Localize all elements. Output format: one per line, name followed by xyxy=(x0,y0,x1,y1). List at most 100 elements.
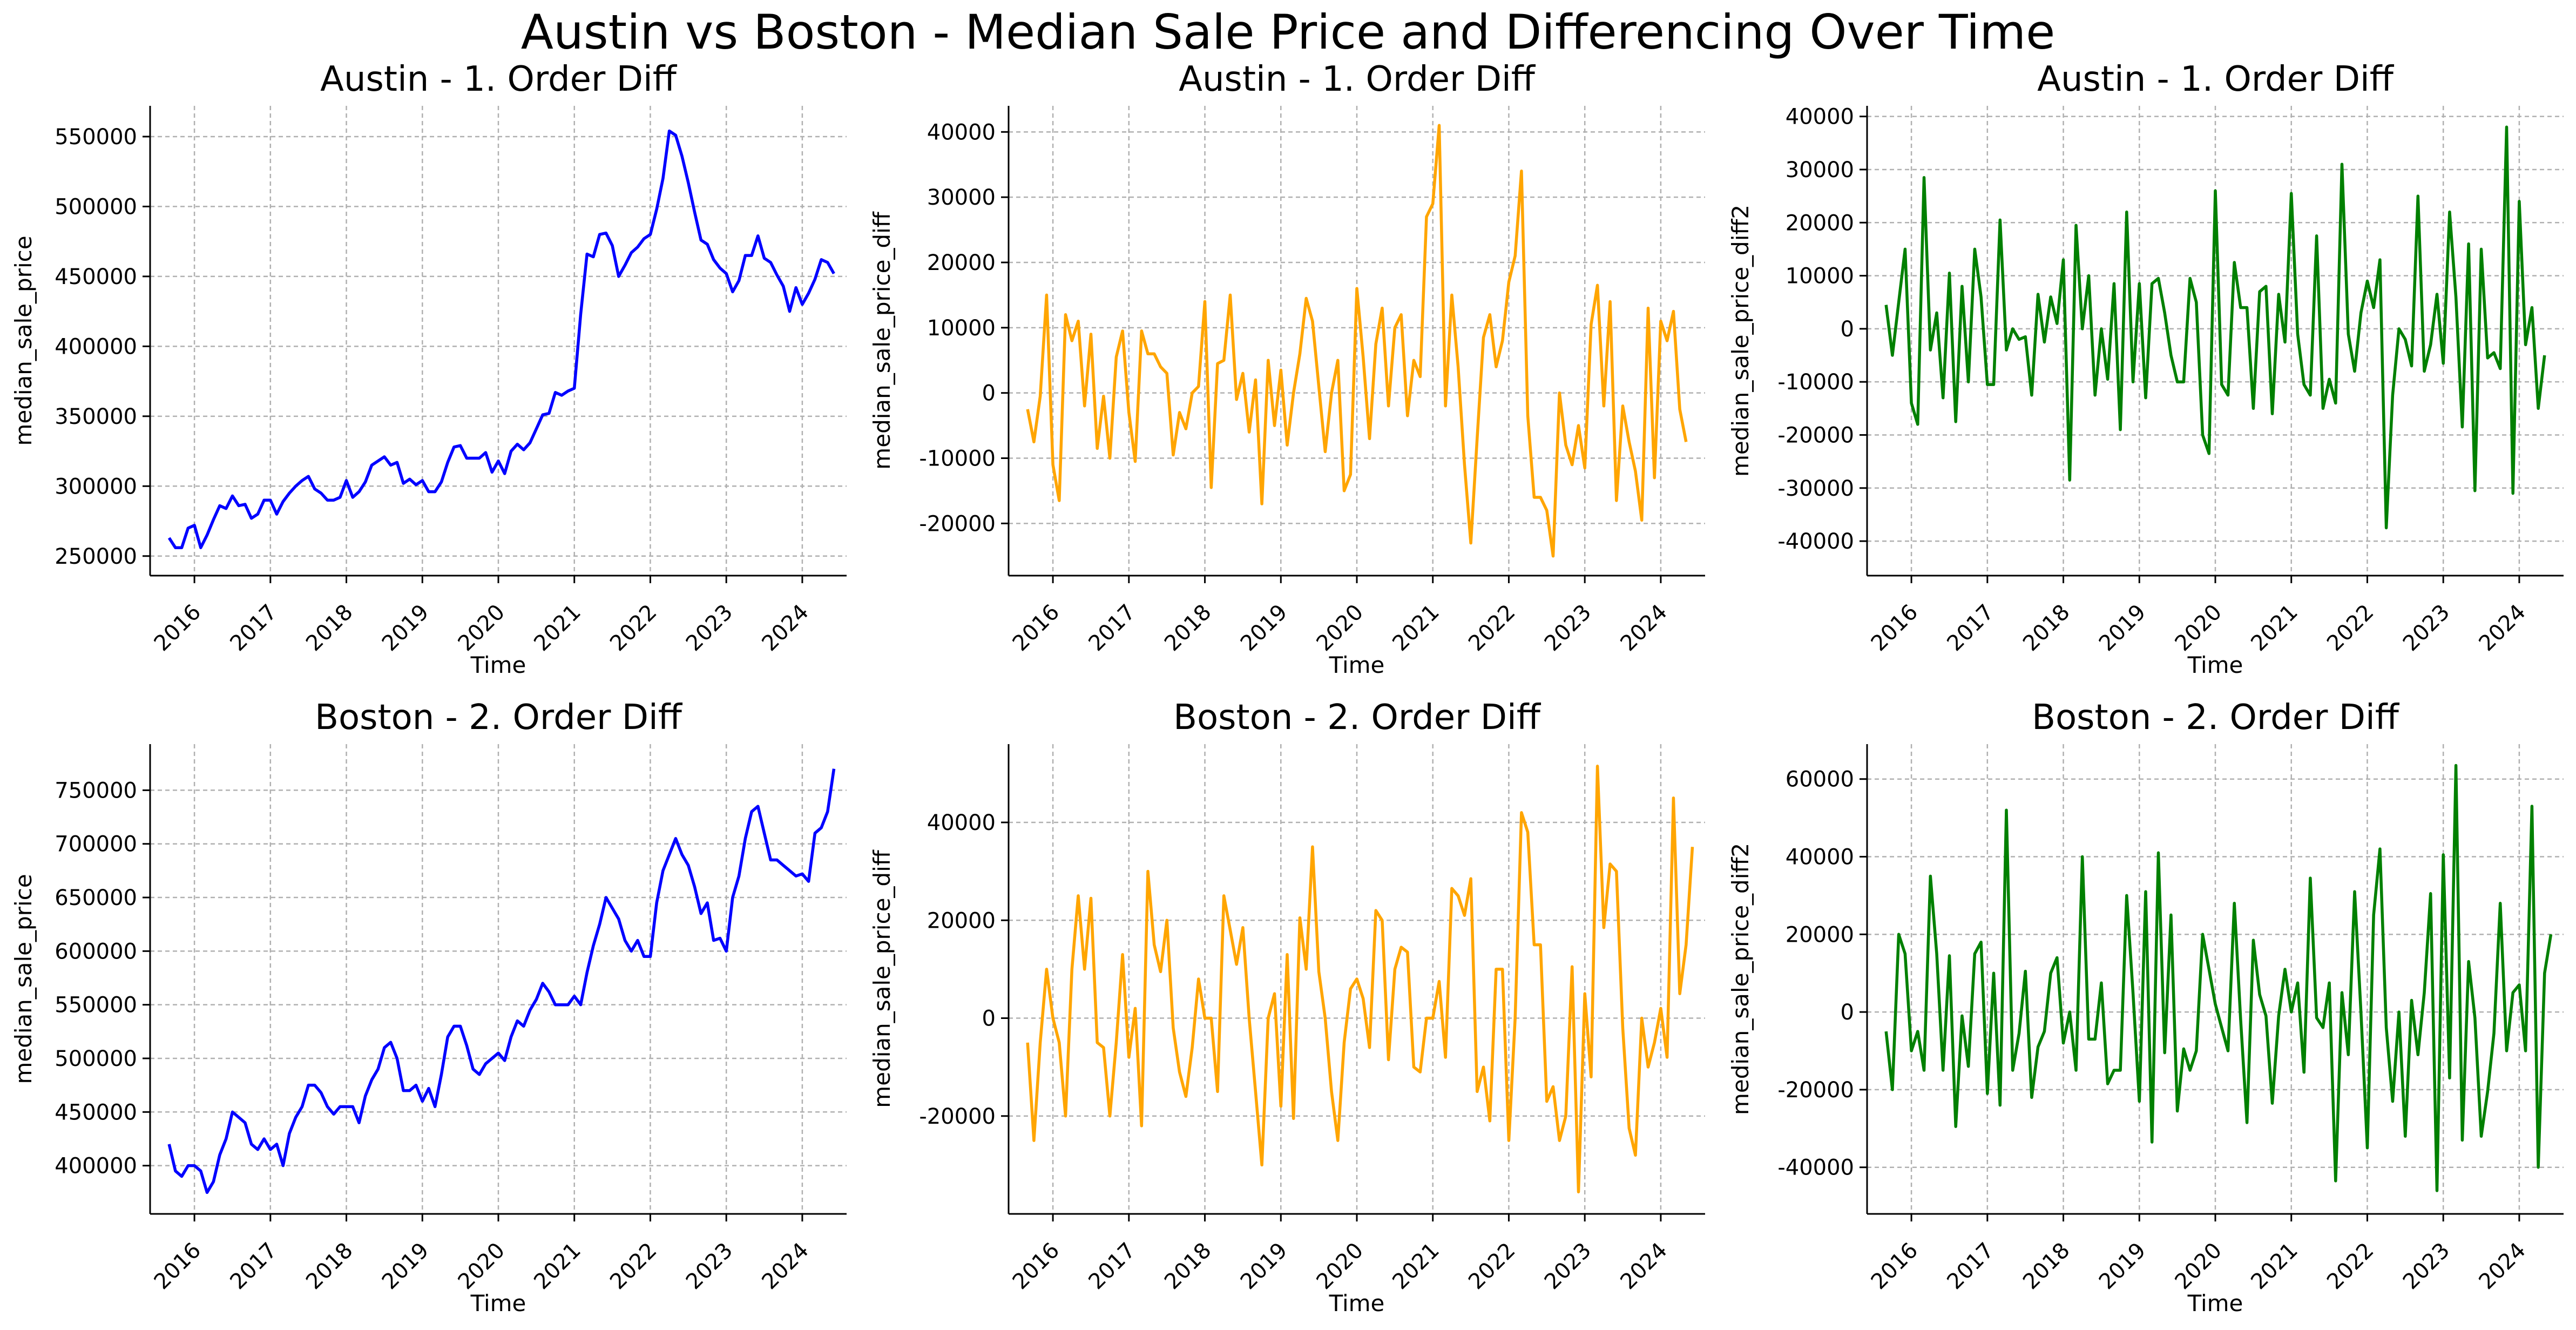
y-tick-label: 450000 xyxy=(55,265,137,289)
x-tick-label: 2023 xyxy=(2398,600,2455,657)
subplot-title: Austin - 1. Order Diff xyxy=(320,59,678,99)
subplot-4: 400000 450000 500000 550000 600000 650000 7000… xyxy=(10,698,847,1317)
x-tick-label: 2019 xyxy=(2094,600,2151,657)
x-tick-label: 2018 xyxy=(301,600,358,657)
subplot-title: Austin - 1. Order Diff xyxy=(1179,59,1536,99)
series-line xyxy=(1026,765,1694,1193)
x-tick-label: 2021 xyxy=(2246,1238,2303,1295)
x-tick-label: 2018 xyxy=(1160,1238,1216,1295)
y-tick-label: 0 xyxy=(1841,317,1854,342)
x-tick-label: 2016 xyxy=(1867,1238,1923,1295)
x-tick-label: 2020 xyxy=(454,600,510,657)
y-tick-label: 300000 xyxy=(55,474,137,499)
x-axis-label: Time xyxy=(1329,652,1385,678)
y-tick-label: 10000 xyxy=(1786,264,1854,289)
x-tick-label: 2017 xyxy=(1942,1238,1999,1295)
x-tick-label: 2022 xyxy=(605,1238,662,1295)
y-tick-label: 400000 xyxy=(55,334,137,359)
figure-suptitle: Austin vs Boston - Median Sale Price and… xyxy=(520,4,2056,60)
x-tick-label: 2020 xyxy=(1312,600,1369,657)
y-tick-label: -20000 xyxy=(1777,1078,1854,1103)
y-tick-label: -40000 xyxy=(1777,529,1854,554)
x-axis-label: Time xyxy=(2187,652,2243,678)
x-tick-label: 2020 xyxy=(454,1238,510,1295)
y-tick-label: -10000 xyxy=(1777,370,1854,395)
x-tick-label: 2024 xyxy=(1615,1238,1672,1295)
y-tick-label: 60000 xyxy=(1786,767,1854,792)
y-tick-label: 650000 xyxy=(55,886,137,910)
y-tick-label: -30000 xyxy=(1777,476,1854,501)
x-tick-label: 2019 xyxy=(1236,600,1293,657)
x-tick-label: 2019 xyxy=(2094,1238,2151,1295)
x-axis-label: Time xyxy=(1329,1290,1385,1317)
y-tick-label: 450000 xyxy=(55,1100,137,1125)
y-tick-label: 40000 xyxy=(1786,105,1854,130)
y-tick-label: -20000 xyxy=(1777,423,1854,448)
y-axis-label: median_sale_price_diff2 xyxy=(1727,205,1754,477)
y-tick-label: -10000 xyxy=(919,447,996,471)
x-tick-label: 2023 xyxy=(681,1238,738,1295)
x-tick-label: 2018 xyxy=(2018,600,2075,657)
series-line xyxy=(167,129,835,549)
x-tick-label: 2018 xyxy=(2018,1238,2075,1295)
y-tick-label: 400000 xyxy=(55,1154,137,1179)
x-tick-label: 2021 xyxy=(529,600,586,657)
series-line xyxy=(1884,125,2546,530)
y-tick-label: 0 xyxy=(982,1007,996,1031)
x-tick-label: 2018 xyxy=(301,1238,358,1295)
y-axis-label: median_sale_price_diff xyxy=(869,849,895,1108)
y-tick-label: 750000 xyxy=(55,778,137,803)
y-tick-label: 350000 xyxy=(55,404,137,429)
x-axis-label: Time xyxy=(470,652,526,678)
y-tick-label: 10000 xyxy=(927,316,996,341)
x-tick-label: 2023 xyxy=(681,600,738,657)
y-tick-label: 250000 xyxy=(55,544,137,569)
y-tick-label: -20000 xyxy=(919,1104,996,1129)
x-tick-label: 2023 xyxy=(2398,1238,2455,1295)
y-tick-label: 20000 xyxy=(1786,922,1854,947)
x-tick-label: 2018 xyxy=(1160,600,1216,657)
y-tick-label: 20000 xyxy=(1786,211,1854,235)
x-tick-label: 2022 xyxy=(605,600,662,657)
subplot-title: Austin - 1. Order Diff xyxy=(2037,59,2395,99)
x-tick-label: 2024 xyxy=(757,1238,814,1295)
subplot-2: -20000 -10000 0 10000 20000 30000 40000 2016 201… xyxy=(869,59,1705,678)
x-tick-label: 2022 xyxy=(1464,600,1520,657)
subplot-1: 250000 300000 350000 400000 450000 500000 5500… xyxy=(10,59,847,678)
y-tick-label: 500000 xyxy=(55,194,137,219)
subplot-5: -20000 0 20000 40000 2016 2017 2018 2019 2020 202… xyxy=(869,698,1705,1317)
x-tick-label: 2016 xyxy=(1867,600,1923,657)
y-tick-label: 550000 xyxy=(55,993,137,1018)
x-tick-label: 2016 xyxy=(1008,600,1065,657)
x-tick-label: 2024 xyxy=(2474,600,2531,657)
subplot-6: -40000 -20000 0 20000 40000 60000 2016 2017 2018… xyxy=(1727,698,2564,1317)
x-tick-label: 2016 xyxy=(1008,1238,1065,1295)
series-line xyxy=(1884,764,2553,1192)
y-tick-label: 20000 xyxy=(927,251,996,275)
x-tick-label: 2024 xyxy=(757,600,814,657)
y-tick-label: 40000 xyxy=(1786,845,1854,870)
x-tick-label: 2017 xyxy=(1942,600,1999,657)
x-tick-label: 2021 xyxy=(2246,600,2303,657)
x-tick-label: 2021 xyxy=(529,1238,586,1295)
series-line xyxy=(1026,124,1688,558)
x-tick-label: 2019 xyxy=(1236,1238,1293,1295)
x-tick-label: 2019 xyxy=(377,600,434,657)
y-tick-label: 40000 xyxy=(927,120,996,145)
y-tick-label: 30000 xyxy=(1786,158,1854,183)
x-tick-label: 2022 xyxy=(2322,600,2379,657)
x-tick-label: 2016 xyxy=(150,600,206,657)
y-tick-label: -40000 xyxy=(1777,1156,1854,1180)
x-tick-label: 2023 xyxy=(1540,600,1597,657)
y-axis-label: median_sale_price xyxy=(10,235,37,445)
x-tick-label: 2019 xyxy=(377,1238,434,1295)
y-tick-label: 0 xyxy=(982,381,996,406)
y-tick-label: 600000 xyxy=(55,939,137,964)
y-tick-label: 20000 xyxy=(927,908,996,933)
y-axis-label: median_sale_price_diff xyxy=(869,211,895,469)
x-axis-label: Time xyxy=(2187,1290,2243,1317)
x-axis-label: Time xyxy=(470,1290,526,1317)
y-tick-label: 30000 xyxy=(927,185,996,210)
subplot-title: Boston - 2. Order Diff xyxy=(2032,698,2400,738)
